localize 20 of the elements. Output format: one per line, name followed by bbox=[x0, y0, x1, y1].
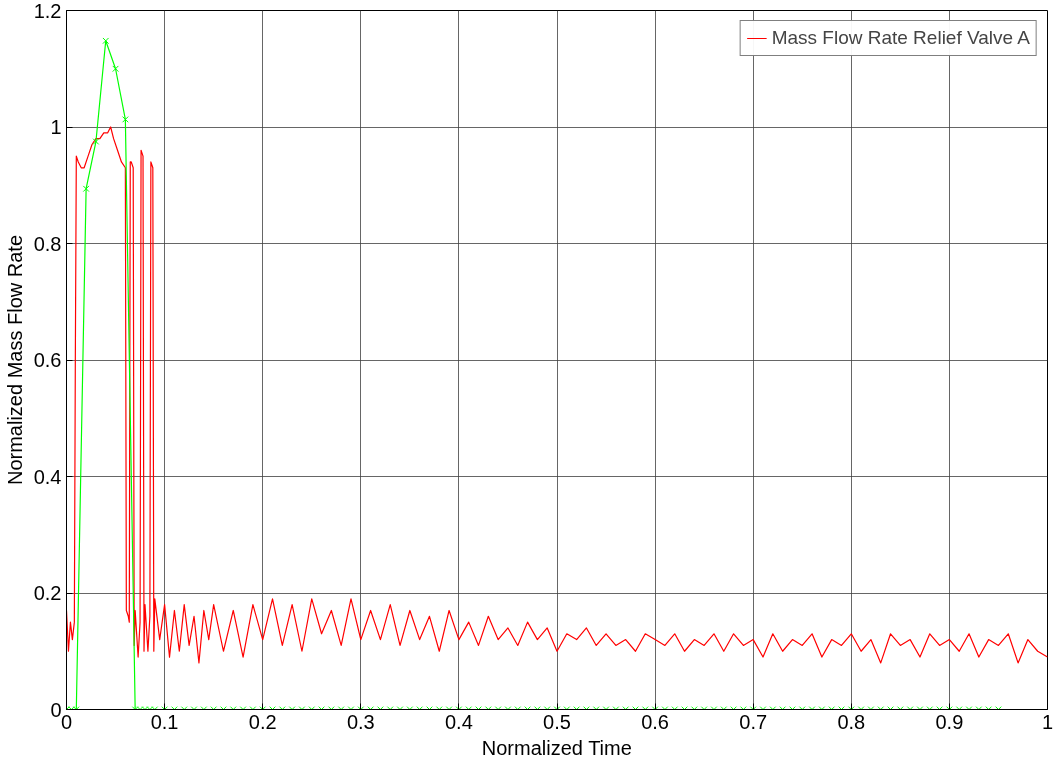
y-tick-label: 0.6 bbox=[33, 349, 62, 371]
x-tick-label: 0.4 bbox=[445, 710, 473, 733]
x-tick-label: 0.9 bbox=[935, 710, 964, 733]
x-axis-title: Normalized Time bbox=[481, 736, 632, 759]
y-tick-label: 0.4 bbox=[33, 465, 62, 488]
x-tick-label: 1 bbox=[1041, 710, 1054, 733]
x-tick-label: 0.2 bbox=[248, 710, 277, 733]
y-tick-label: 0.8 bbox=[33, 232, 62, 255]
y-tick-label: 0.2 bbox=[33, 582, 62, 604]
x-tick-label: 0.6 bbox=[641, 710, 670, 733]
x-tick-label: 0.5 bbox=[543, 710, 571, 733]
x-tick-label: 0.3 bbox=[346, 710, 375, 733]
line-series bbox=[66, 126, 1048, 664]
x-tick-label: 0.7 bbox=[739, 710, 768, 733]
y-tick-label: 1 bbox=[50, 116, 62, 138]
legend-label: Mass Flow Rate Relief Valve A bbox=[771, 27, 1030, 49]
x-tick-label: 0.8 bbox=[837, 710, 866, 733]
y-tick-label: 1.2 bbox=[33, 0, 62, 22]
y-axis-title: Normalized Mass Flow Rate bbox=[3, 234, 26, 486]
x-tick-label: 0.1 bbox=[150, 710, 179, 733]
